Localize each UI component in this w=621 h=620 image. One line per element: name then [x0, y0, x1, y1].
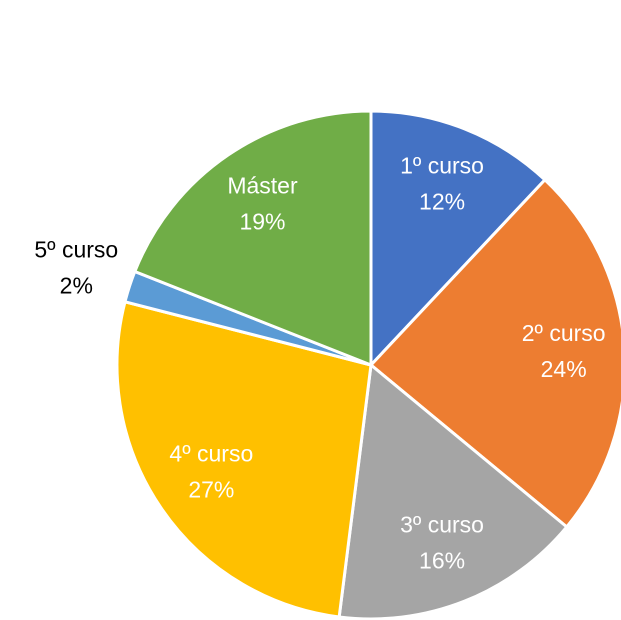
slice-label-value: 16%: [419, 548, 465, 574]
slice-label-name: 4º curso: [169, 441, 253, 467]
slice-label-name: Máster: [227, 172, 298, 198]
pie-slice: [368, 177, 621, 530]
pie-slice: [132, 109, 373, 368]
slice-label-name: 1º curso: [400, 153, 484, 179]
slice-label-value: 12%: [419, 189, 465, 215]
slice-label-name: 3º curso: [400, 512, 484, 538]
slice-label-value: 27%: [188, 477, 234, 503]
slice-label-value: 19%: [239, 208, 285, 234]
pie-slice: [337, 362, 569, 620]
slice-label-value: 24%: [541, 356, 587, 382]
slice-label-name: 5º curso: [34, 236, 118, 262]
pie-slice: [369, 109, 547, 369]
slice-label-value: 2%: [60, 272, 93, 298]
pie-slice: [115, 300, 373, 619]
slice-label-name: 2º curso: [522, 320, 606, 346]
